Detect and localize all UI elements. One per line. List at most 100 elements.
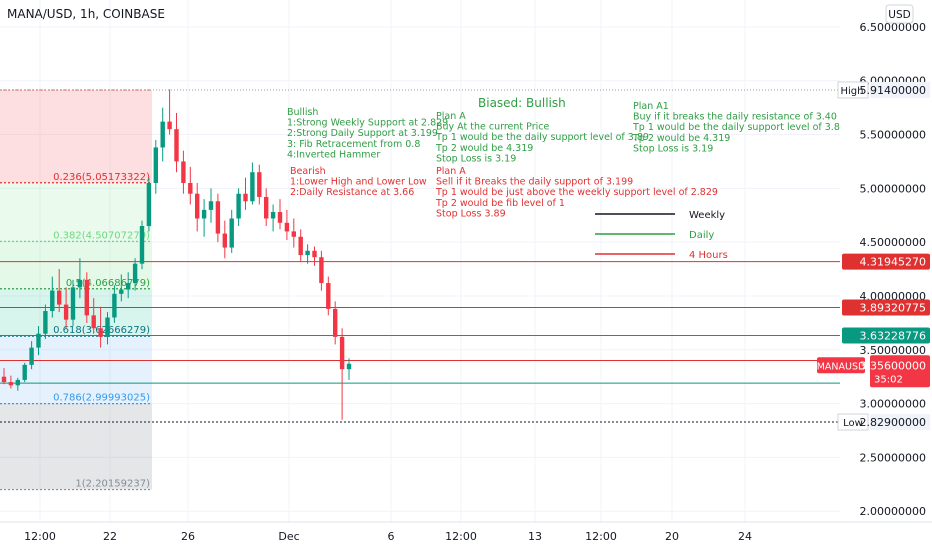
x-tick-label: Dec xyxy=(278,530,299,543)
current-price-tag xyxy=(870,355,930,388)
y-tick-label: 2.00000000 xyxy=(860,505,926,518)
x-tick-label: 12:00 xyxy=(24,530,56,543)
candle-body[interactable] xyxy=(346,363,352,370)
plan-a-short-notes: Plan A Sell if it Breaks the daily suppor… xyxy=(435,166,718,219)
candle-body[interactable] xyxy=(174,129,179,162)
candle-body[interactable] xyxy=(312,250,317,258)
candle-body[interactable] xyxy=(139,226,145,264)
plan-a-short-notes-line: Plan A xyxy=(436,166,466,177)
candle-body[interactable] xyxy=(208,201,214,210)
candle-body[interactable] xyxy=(119,289,124,294)
price-line-tag-label: 3.63228776 xyxy=(860,330,926,343)
bearish-notes-line: 2:Daily Resistance at 3.66 xyxy=(290,187,414,198)
candle-body[interactable] xyxy=(257,172,262,197)
candle-body[interactable] xyxy=(105,317,110,337)
candle-body[interactable] xyxy=(77,279,83,288)
currency-button[interactable] xyxy=(885,4,914,24)
candle-body[interactable] xyxy=(91,315,96,329)
candle-body[interactable] xyxy=(98,328,103,337)
candle-body[interactable] xyxy=(126,283,131,290)
bearish-notes-line: 1:Lower High and Lower Low xyxy=(290,177,427,188)
y-tick-label: 2.50000000 xyxy=(860,451,926,464)
fib-level-label: 0.236(5.05173322) xyxy=(53,172,150,183)
symbol-title: MANA/USD, 1h, COINBASE xyxy=(7,7,165,21)
candle-body[interactable] xyxy=(50,290,55,312)
candle-body[interactable] xyxy=(132,263,138,284)
candle-body[interactable] xyxy=(146,182,152,227)
candle-body[interactable] xyxy=(305,250,310,256)
candle-body[interactable] xyxy=(264,196,269,219)
candle-body[interactable] xyxy=(236,193,241,219)
candle-body[interactable] xyxy=(188,182,193,194)
candle-body[interactable] xyxy=(153,147,158,183)
candle-body[interactable] xyxy=(22,364,27,380)
candle-body[interactable] xyxy=(298,236,303,256)
bullish-notes-line: 4:Inverted Hammer xyxy=(287,149,380,160)
candle-body[interactable] xyxy=(160,121,165,148)
candle-body[interactable] xyxy=(195,193,200,219)
candle-body[interactable] xyxy=(243,193,248,202)
candle-body[interactable] xyxy=(319,257,324,284)
candle-body[interactable] xyxy=(36,333,41,348)
y-tick-label: 5.50000000 xyxy=(860,129,926,142)
plan-a1-notes: Plan A1 Buy if it breaks the daily resist… xyxy=(632,101,846,154)
plan-a-notes-line: Plan A xyxy=(436,111,466,122)
candle-body[interactable] xyxy=(333,308,338,337)
price-line-tag-label: 4.31945270 xyxy=(860,256,926,269)
candle-body[interactable] xyxy=(29,347,34,365)
candle-body[interactable] xyxy=(84,279,89,316)
candle-body[interactable] xyxy=(201,209,207,219)
candle-body[interactable] xyxy=(215,201,221,234)
symbol-tag-label: MANAUSD xyxy=(817,361,866,372)
candle-body[interactable] xyxy=(167,121,172,130)
candle-body[interactable] xyxy=(229,218,234,248)
low-price-tag xyxy=(870,414,930,431)
fib-zone xyxy=(0,89,152,183)
high-tag xyxy=(837,81,869,99)
candle-body[interactable] xyxy=(270,212,276,219)
candle-body[interactable] xyxy=(250,172,255,202)
x-tick-label: 22 xyxy=(103,530,117,543)
candle-body[interactable] xyxy=(222,233,227,248)
legend-label: Daily xyxy=(689,230,714,241)
y-tick-label: 3.00000000 xyxy=(860,398,926,411)
x-tick-label: 12:00 xyxy=(585,530,617,543)
high-label: High xyxy=(841,86,864,97)
bullish-notes: Bullish 1:Strong Weekly Support at 2.829 2… xyxy=(287,107,448,160)
candle-body[interactable] xyxy=(57,290,62,305)
fib-zone xyxy=(0,182,152,242)
candle-body[interactable] xyxy=(8,382,14,386)
price-line-tag xyxy=(842,253,930,270)
y-tick-label: 6.50000000 xyxy=(860,21,926,34)
candle-body[interactable] xyxy=(339,336,345,370)
symbol-tag[interactable] xyxy=(817,357,865,374)
current-price-label: 3.35600000 xyxy=(860,359,926,372)
price-line-tag-label: 3.89320775 xyxy=(860,301,926,314)
fib-level-label: 0.382(4.50707279) xyxy=(53,230,150,241)
fib-zone xyxy=(0,403,152,490)
candle-body[interactable] xyxy=(284,222,290,232)
candle-body[interactable] xyxy=(112,293,117,318)
x-tick-label: 20 xyxy=(665,530,679,543)
candle-body[interactable] xyxy=(15,379,20,386)
bullish-notes-line: 2:Strong Daily Support at 3.199 xyxy=(287,128,438,139)
bias-title: Biased: Bullish xyxy=(478,96,566,110)
candle-body[interactable] xyxy=(43,311,48,334)
candle-body[interactable] xyxy=(63,304,69,320)
candle-body[interactable] xyxy=(70,287,76,320)
x-tick-label: 12:00 xyxy=(445,530,477,543)
candle-body[interactable] xyxy=(291,231,296,237)
candle-body[interactable] xyxy=(181,161,186,183)
candle-body[interactable] xyxy=(1,376,7,383)
fib-zone xyxy=(0,241,152,289)
x-tick-label: 24 xyxy=(738,530,752,543)
plan-a1-notes-line: Buy if it breaks the daily resistance of… xyxy=(633,112,837,123)
bearish-notes: Bearish 1:Lower High and Lower Low 2:Daily… xyxy=(290,166,427,198)
x-tick-label: 13 xyxy=(528,530,542,543)
plan-a-short-notes-line: Tp 1 would be just above the weekly supp… xyxy=(435,187,718,198)
high-price-label: 5.91400000 xyxy=(860,84,926,97)
candle-body[interactable] xyxy=(277,212,283,223)
plan-a-notes-line: Tp 2 would be 4.319 xyxy=(435,143,533,154)
candle-body[interactable] xyxy=(326,283,331,309)
